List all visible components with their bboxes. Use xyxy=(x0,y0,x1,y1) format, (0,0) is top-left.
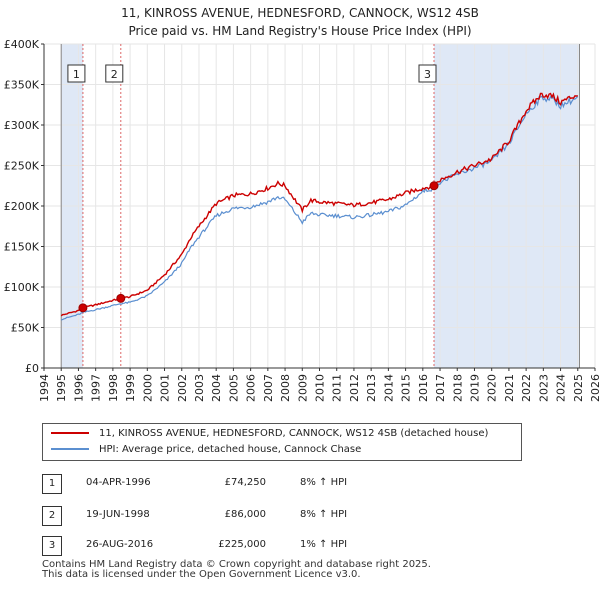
y-tick-label: £50K xyxy=(11,322,40,335)
chart-title: 11, KINROSS AVENUE, HEDNESFORD, CANNOCK,… xyxy=(121,6,479,20)
x-tick-label: 2006 xyxy=(245,374,258,402)
transaction-number-badge: 3 xyxy=(42,536,62,556)
x-tick-label: 2018 xyxy=(451,374,464,402)
x-tick-label: 2025 xyxy=(572,374,585,402)
legend-hpi-label: HPI: Average price, detached house, Cann… xyxy=(99,444,362,455)
legend-item-price: 11, KINROSS AVENUE, HEDNESFORD, CANNOCK,… xyxy=(51,426,488,442)
x-tick-label: 2005 xyxy=(227,374,240,402)
data-range-edges xyxy=(60,44,581,368)
sale-marker-point xyxy=(78,303,88,313)
x-tick-label: 2020 xyxy=(486,374,499,402)
x-tick-label: 1997 xyxy=(90,374,103,402)
y-tick-label: £250K xyxy=(4,160,40,173)
transaction-hpi-diff: 8% ↑ HPI xyxy=(300,477,348,488)
sale-number-text: 2 xyxy=(111,68,118,81)
sale-marker-point xyxy=(429,181,439,191)
x-tick-label: 2007 xyxy=(262,374,275,402)
transaction-number-badge: 1 xyxy=(42,474,62,494)
sale-markers xyxy=(78,181,439,313)
x-tick-label: 2017 xyxy=(434,374,447,402)
x-tick-label: 2009 xyxy=(296,374,309,402)
chart-subtitle: Price paid vs. HM Land Registry's House … xyxy=(128,24,472,38)
x-tick-label: 2021 xyxy=(503,374,516,402)
hpi-line-swatch xyxy=(51,448,89,450)
table-row: 1 04-APR-1996 £74,250 8% ↑ HPI xyxy=(42,474,442,494)
x-tick-label: 2014 xyxy=(382,374,395,402)
x-tick-label: 2004 xyxy=(210,374,223,402)
sale-number-box xyxy=(67,64,86,83)
sale-number-labels: 1 2 3 xyxy=(67,64,437,83)
x-tick-label: 1995 xyxy=(55,374,68,402)
x-tick-label: 1998 xyxy=(107,374,120,402)
transaction-hpi-diff: 8% ↑ HPI xyxy=(300,509,348,520)
series-lines xyxy=(60,92,579,321)
legend: 11, KINROSS AVENUE, HEDNESFORD, CANNOCK,… xyxy=(42,423,522,461)
sale-number-box xyxy=(418,64,437,83)
footer-copyright: Contains HM Land Registry data © Crown c… xyxy=(42,559,431,570)
x-tick-labels: 1994 1995 1996 1997 1998 1999 2000 2001 2002 2003… xyxy=(38,368,600,402)
price-chart: 1994 1995 1996 1997 1998 1999 2000 2001 2002 2003… xyxy=(4,38,600,402)
y-tick-label: £200K xyxy=(4,200,40,213)
table-row: 3 26-AUG-2016 £225,000 1% ↑ HPI xyxy=(42,536,442,556)
x-tick-label: 2024 xyxy=(555,374,568,402)
x-tick-label: 2015 xyxy=(400,374,413,402)
footer: Contains HM Land Registry data © Crown c… xyxy=(42,560,431,580)
transaction-date: 26-AUG-2016 xyxy=(86,539,154,550)
x-tick-label: 2013 xyxy=(365,374,378,402)
transaction-number-badge: 2 xyxy=(42,506,62,526)
y-tick-label: £350K xyxy=(4,79,40,92)
x-tick-label: 1999 xyxy=(124,374,137,402)
chart-title-block: 11, KINROSS AVENUE, HEDNESFORD, CANNOCK,… xyxy=(0,4,600,40)
footer-licence: This data is licensed under the Open Gov… xyxy=(42,569,361,580)
price-paid-line xyxy=(60,92,578,317)
sale-number-text: 3 xyxy=(424,68,431,81)
x-tick-label: 2023 xyxy=(537,374,550,402)
gridlines xyxy=(43,43,596,369)
y-tick-label: £100K xyxy=(4,281,40,294)
sale-date-lines xyxy=(82,44,435,368)
x-tick-label: 2016 xyxy=(417,374,430,402)
legend-price-label: 11, KINROSS AVENUE, HEDNESFORD, CANNOCK,… xyxy=(99,428,489,439)
x-tick-label: 1994 xyxy=(38,374,51,402)
x-tick-label: 2022 xyxy=(520,374,533,402)
legend-item-hpi: HPI: Average price, detached house, Cann… xyxy=(51,442,361,458)
x-tick-label: 2003 xyxy=(193,374,206,402)
x-tick-label: 2019 xyxy=(468,374,481,402)
sale-number-text: 1 xyxy=(73,68,80,81)
x-tick-label: 2010 xyxy=(314,374,327,402)
y-tick-label: £0 xyxy=(25,362,39,375)
sale-number-box xyxy=(105,64,124,83)
y-tick-label: £300K xyxy=(4,119,40,132)
x-tick-label: 1996 xyxy=(72,374,85,402)
x-tick-label: 2001 xyxy=(159,374,172,402)
price-line-swatch xyxy=(51,432,89,434)
transaction-date: 19-JUN-1998 xyxy=(86,509,150,520)
y-tick-label: £150K xyxy=(4,241,40,254)
y-tick-labels: £0 £50K £100K £150K £200K £250K £300K £350K £400… xyxy=(4,38,44,375)
x-tick-label: 2000 xyxy=(141,374,154,402)
table-row: 2 19-JUN-1998 £86,000 8% ↑ HPI xyxy=(42,506,442,526)
transaction-price: £86,000 xyxy=(224,509,266,520)
transaction-date: 04-APR-1996 xyxy=(86,477,151,488)
hpi-line xyxy=(61,95,579,321)
transaction-hpi-diff: 1% ↑ HPI xyxy=(300,539,348,550)
y-tick-label: £400K xyxy=(4,38,40,51)
transaction-price: £74,250 xyxy=(224,477,266,488)
x-tick-label: 2012 xyxy=(348,374,361,402)
x-tick-label: 2002 xyxy=(176,374,189,402)
transaction-price: £225,000 xyxy=(218,539,266,550)
x-tick-label: 2011 xyxy=(331,374,344,402)
sale-marker-point xyxy=(116,293,126,303)
x-tick-label: 2008 xyxy=(279,374,292,402)
x-tick-label: 2026 xyxy=(589,374,600,402)
